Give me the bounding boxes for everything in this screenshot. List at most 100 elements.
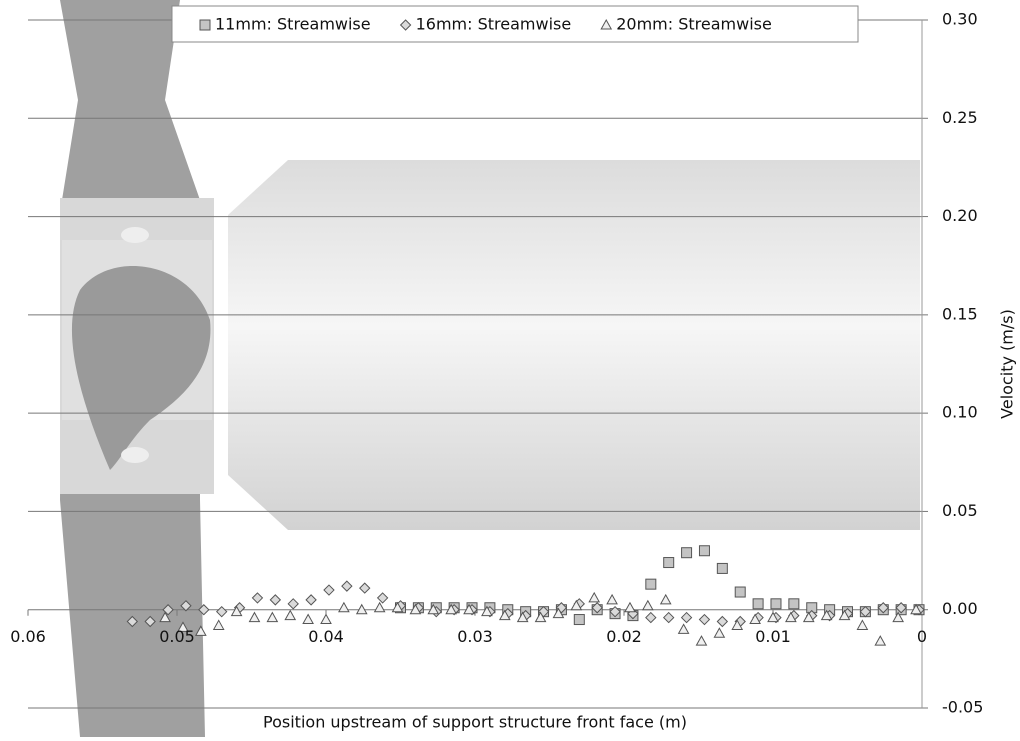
marker-square bbox=[698, 545, 710, 557]
marker-diamond bbox=[126, 615, 139, 628]
x-axis-title: Position upstream of support structure f… bbox=[263, 713, 687, 732]
marker-triangle bbox=[659, 593, 672, 605]
marker-triangle bbox=[373, 601, 386, 613]
x-tick-label: 0.03 bbox=[457, 627, 493, 646]
marker-triangle bbox=[445, 603, 458, 615]
marker-diamond bbox=[399, 19, 412, 31]
marker-triangle bbox=[910, 603, 922, 615]
marker-triangle bbox=[606, 593, 618, 605]
marker-square bbox=[734, 586, 746, 598]
marker-diamond bbox=[251, 592, 264, 604]
marker-triangle bbox=[266, 611, 279, 623]
marker-triangle bbox=[570, 599, 583, 611]
marker-diamond bbox=[859, 605, 872, 618]
marker-square bbox=[663, 557, 675, 569]
y-tick-label: 0.25 bbox=[942, 108, 978, 127]
marker-triangle bbox=[534, 611, 547, 623]
legend-label: 11mm: Streamwise bbox=[215, 15, 371, 34]
marker-square bbox=[645, 578, 657, 590]
x-tick-label: 0.05 bbox=[159, 627, 195, 646]
marker-square bbox=[788, 598, 800, 610]
marker-triangle bbox=[391, 601, 404, 613]
marker-triangle bbox=[785, 611, 797, 623]
marker-triangle bbox=[284, 609, 297, 621]
marker-diamond bbox=[698, 613, 711, 626]
marker-triangle bbox=[731, 619, 744, 630]
legend: 11mm: Streamwise 16mm: Streamwise 20mm: St… bbox=[199, 15, 772, 34]
marker-triangle bbox=[212, 619, 225, 630]
grid bbox=[27, 19, 928, 709]
marker-diamond bbox=[287, 598, 299, 610]
marker-diamond bbox=[198, 604, 210, 616]
marker-diamond bbox=[591, 602, 603, 614]
marker-triangle bbox=[749, 613, 761, 625]
marker-triangle bbox=[588, 591, 601, 603]
marker-triangle bbox=[463, 603, 475, 615]
marker-triangle bbox=[856, 619, 869, 630]
marker-square bbox=[573, 614, 585, 626]
marker-triangle bbox=[481, 605, 493, 617]
marker-square bbox=[681, 547, 693, 559]
marker-triangle bbox=[820, 609, 833, 621]
marker-triangle bbox=[641, 599, 654, 611]
y-tick-label: -0.05 bbox=[942, 698, 983, 717]
marker-triangle bbox=[624, 601, 636, 613]
marker-triangle bbox=[338, 601, 350, 613]
marker-triangle bbox=[874, 635, 887, 646]
marker-diamond bbox=[680, 611, 693, 624]
x-tick-label: 0.06 bbox=[10, 627, 46, 646]
marker-diamond bbox=[305, 594, 317, 606]
marker-square bbox=[199, 19, 211, 31]
x-tick-label: 0.01 bbox=[755, 627, 791, 646]
marker-triangle bbox=[320, 613, 332, 625]
marker-diamond bbox=[716, 615, 729, 628]
marker-diamond bbox=[895, 602, 907, 614]
marker-diamond bbox=[645, 611, 657, 624]
marker-triangle bbox=[695, 635, 708, 646]
marker-diamond bbox=[376, 592, 389, 604]
marker-square bbox=[752, 598, 764, 610]
y-tick-label: 0.00 bbox=[942, 599, 978, 618]
marker-diamond bbox=[662, 611, 675, 624]
legend-box bbox=[171, 5, 859, 43]
marker-diamond bbox=[269, 594, 282, 606]
marker-triangle bbox=[677, 623, 690, 634]
marker-triangle bbox=[600, 18, 613, 30]
marker-triangle bbox=[248, 611, 261, 623]
y-tick-label: 0.05 bbox=[942, 501, 978, 520]
marker-triangle bbox=[194, 625, 207, 636]
marker-triangle bbox=[767, 611, 779, 623]
marker-triangle bbox=[498, 609, 511, 621]
y-tick-label: 0.30 bbox=[942, 10, 978, 29]
marker-triangle bbox=[802, 611, 815, 623]
x-tick-label: 0.04 bbox=[308, 627, 344, 646]
x-tick-label: 0.02 bbox=[606, 627, 642, 646]
marker-diamond bbox=[144, 615, 156, 628]
marker-diamond bbox=[877, 602, 889, 614]
marker-triangle bbox=[427, 603, 440, 615]
marker-diamond bbox=[180, 600, 192, 612]
y-tick-label: 0.20 bbox=[942, 206, 978, 225]
marker-triangle bbox=[177, 621, 189, 632]
marker-square bbox=[716, 562, 728, 574]
marker-triangle bbox=[552, 607, 565, 619]
legend-label: 16mm: Streamwise bbox=[416, 15, 572, 34]
marker-triangle bbox=[409, 603, 422, 615]
x-tick-label: 0 bbox=[917, 627, 927, 646]
background-illustration bbox=[60, 0, 920, 737]
marker-diamond bbox=[215, 605, 228, 618]
y-tick-label: 0.10 bbox=[942, 403, 978, 422]
marker-diamond bbox=[162, 604, 174, 616]
marker-diamond bbox=[609, 605, 621, 618]
marker-diamond bbox=[341, 580, 353, 592]
marker-diamond bbox=[359, 582, 371, 594]
marker-triangle bbox=[713, 627, 726, 638]
y-axis-title: Velocity (m/s) bbox=[998, 309, 1017, 419]
marker-triangle bbox=[159, 611, 171, 623]
marker-triangle bbox=[230, 605, 243, 617]
y-tick-label: 0.15 bbox=[942, 304, 978, 323]
marker-triangle bbox=[892, 611, 905, 623]
marker-triangle bbox=[838, 609, 851, 621]
legend-label: 20mm: Streamwise bbox=[616, 15, 772, 34]
